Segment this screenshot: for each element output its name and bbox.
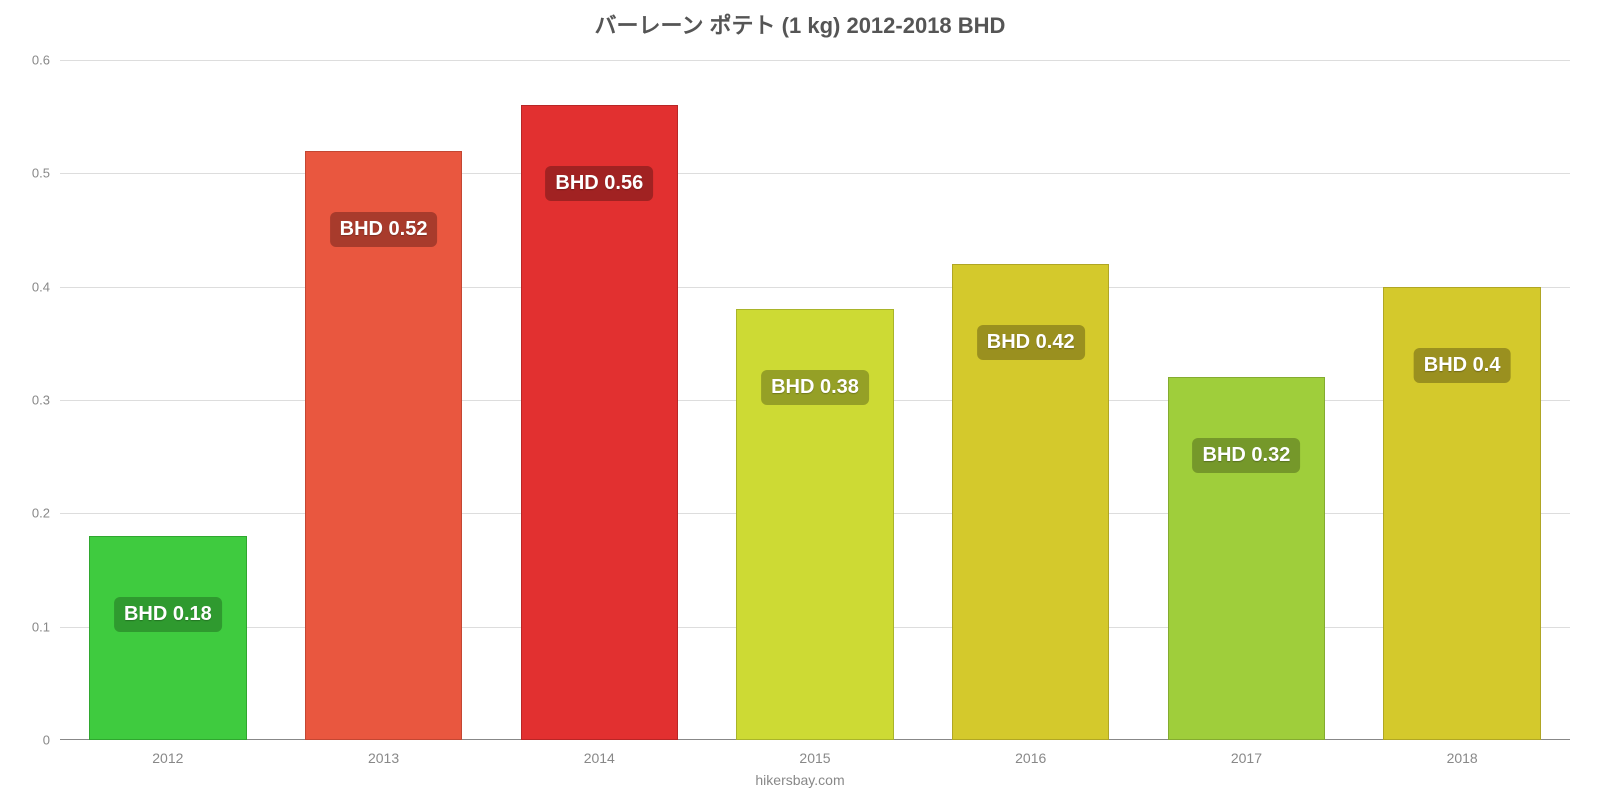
bar-value-label: BHD 0.52 xyxy=(330,212,438,247)
x-tick-label: 2015 xyxy=(799,750,830,766)
bar: BHD 0.4 xyxy=(1383,287,1540,740)
source-attribution: hikersbay.com xyxy=(755,772,844,788)
y-tick-label: 0 xyxy=(43,733,50,748)
bar: BHD 0.38 xyxy=(736,309,893,740)
bar-value-label: BHD 0.42 xyxy=(977,325,1085,360)
bar-value-label: BHD 0.32 xyxy=(1193,438,1301,473)
chart-title: バーレーン ポテト (1 kg) 2012-2018 BHD xyxy=(0,0,1600,40)
y-tick-label: 0.4 xyxy=(32,279,50,294)
bar: BHD 0.56 xyxy=(521,105,678,740)
bar: BHD 0.42 xyxy=(952,264,1109,740)
y-tick-label: 0.1 xyxy=(32,619,50,634)
plot-area: 00.10.20.30.40.50.6BHD 0.18BHD 0.52BHD 0… xyxy=(60,60,1570,740)
y-tick-label: 0.5 xyxy=(32,166,50,181)
bar-value-label: BHD 0.38 xyxy=(761,370,869,405)
x-tick-label: 2014 xyxy=(584,750,615,766)
x-tick-label: 2013 xyxy=(368,750,399,766)
y-tick-label: 0.2 xyxy=(32,506,50,521)
x-tick-label: 2012 xyxy=(152,750,183,766)
x-tick-label: 2018 xyxy=(1447,750,1478,766)
bar-value-label: BHD 0.18 xyxy=(114,597,222,632)
bars-layer: BHD 0.18 BHD 0.52 BHD 0.56 BHD 0.38 BHD 0.42… xyxy=(60,60,1570,740)
x-tick-label: 2017 xyxy=(1231,750,1262,766)
chart-container: バーレーン ポテト (1 kg) 2012-2018 BHD 0 0.1 0.2 0.… xyxy=(0,0,1600,800)
x-tick-label: 2016 xyxy=(1015,750,1046,766)
bar: BHD 0.32 xyxy=(1168,377,1325,740)
y-tick-label: 0.6 xyxy=(32,53,50,68)
bar: BHD 0.18 xyxy=(89,536,246,740)
bar: BHD 0.52 xyxy=(305,151,462,740)
y-tick-label: 0.3 xyxy=(32,393,50,408)
bar-value-label: BHD 0.4 xyxy=(1414,348,1511,383)
bar-value-label: BHD 0.56 xyxy=(545,166,653,201)
